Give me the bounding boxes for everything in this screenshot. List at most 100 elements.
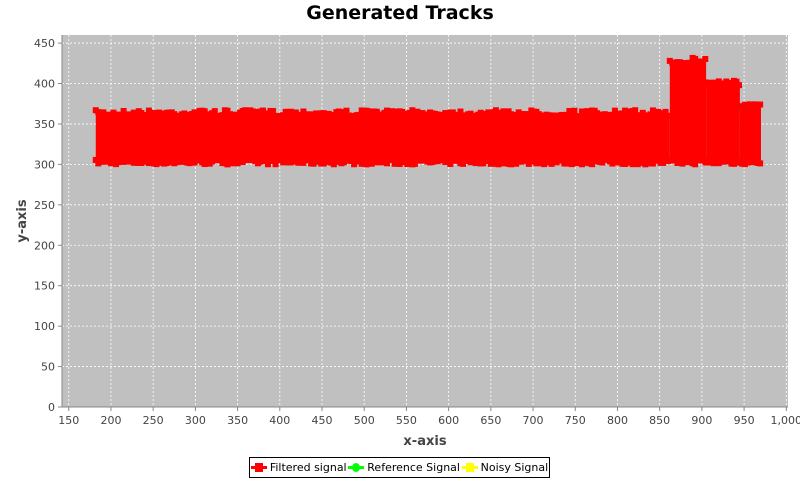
y-tick-label: 450	[34, 37, 55, 50]
series-0-band	[669, 60, 707, 162]
series-0-point	[411, 160, 418, 167]
series-0-point	[736, 82, 743, 89]
series-0-point	[702, 55, 709, 62]
series-0-point	[297, 111, 304, 118]
legend-item-filtered: Filtered signal	[250, 461, 347, 474]
series-0-point	[566, 108, 573, 115]
data-points	[92, 54, 764, 168]
series-0-point	[219, 112, 226, 119]
series-0-point	[282, 108, 289, 115]
series-0-point	[757, 101, 764, 108]
series-0-point	[568, 113, 575, 120]
x-tick-label: 700	[523, 414, 544, 427]
series-0-point	[305, 157, 312, 164]
series-0-point	[191, 109, 198, 116]
y-tick-label: 150	[34, 280, 55, 293]
series-0-point	[662, 108, 669, 115]
series-0-point	[497, 157, 504, 164]
y-tick-label: 350	[34, 118, 55, 131]
series-0-point	[558, 156, 565, 163]
yellow-diamond-marker-icon	[461, 463, 478, 472]
series-0-point	[118, 113, 125, 120]
series-0-point	[699, 60, 706, 67]
series-0-point	[340, 111, 347, 118]
series-0-point	[262, 157, 269, 164]
series-0-point	[733, 78, 740, 85]
series-0-point	[384, 107, 391, 114]
series-0-point	[120, 108, 127, 115]
x-tick-label: 400	[269, 414, 290, 427]
series-0-point	[300, 159, 307, 166]
red-square-marker-icon	[250, 463, 267, 472]
series-0-point	[459, 160, 466, 167]
series-0-point	[525, 111, 532, 118]
series-0-band	[95, 113, 670, 162]
x-tick-label: 1,000	[771, 414, 800, 427]
y-tick-label: 50	[41, 361, 55, 374]
y-tick-label: 200	[34, 239, 55, 252]
plot-area	[62, 35, 788, 407]
series-0-point	[687, 59, 694, 66]
series-0-point	[194, 112, 201, 119]
series-0-point	[133, 112, 140, 119]
series-0-point	[447, 161, 454, 168]
series-0-point	[419, 110, 426, 117]
series-0-point	[454, 113, 461, 120]
x-tick-label: 900	[691, 414, 712, 427]
series-0-point	[384, 160, 391, 167]
series-0-point	[404, 113, 411, 120]
y-tick-label: 400	[34, 78, 55, 91]
x-tick-label: 200	[100, 414, 121, 427]
series-0-point	[270, 158, 277, 165]
series-0-point	[757, 160, 764, 167]
series-0-point	[363, 107, 370, 114]
legend-label: Reference Signal	[367, 461, 460, 474]
x-tick-label: 550	[396, 414, 417, 427]
series-0-point	[151, 109, 158, 116]
series-0-point	[720, 82, 727, 89]
series-0-point	[211, 108, 218, 115]
series-0-point	[272, 161, 279, 168]
series-0-point	[515, 109, 522, 116]
series-0-point	[234, 160, 241, 167]
x-tick-label: 500	[354, 414, 375, 427]
y-tick-label: 0	[48, 401, 55, 414]
series-0-point	[244, 111, 251, 118]
series-0-point	[671, 156, 678, 163]
series-0-band	[706, 82, 740, 162]
x-tick-label: 600	[438, 414, 459, 427]
series-0-point	[632, 107, 639, 114]
legend-label: Filtered signal	[269, 461, 347, 474]
series-0-point	[571, 107, 578, 114]
series-0-point	[92, 156, 99, 163]
series-0-point	[611, 107, 618, 114]
legend-label: Noisy Signal	[480, 461, 549, 474]
series-0-point	[356, 111, 363, 118]
series-0-point	[259, 107, 266, 114]
series-0-point	[500, 108, 507, 115]
series-0-point	[285, 112, 292, 119]
series-0-point	[242, 107, 249, 114]
series-0-band	[739, 106, 761, 162]
series-0-point	[442, 110, 449, 117]
series-0-point	[654, 108, 661, 115]
series-0-point	[373, 108, 380, 115]
series-0-point	[366, 156, 373, 163]
series-0-point	[629, 161, 636, 168]
series-0-point	[363, 161, 370, 168]
x-tick-label: 250	[143, 414, 164, 427]
series-0-point	[264, 161, 271, 168]
series-0-point	[300, 108, 307, 115]
y-tick-label: 100	[34, 320, 55, 333]
series-0-point	[145, 107, 152, 114]
series-0-point	[692, 161, 699, 168]
series-0-point	[652, 112, 659, 119]
series-0-point	[523, 157, 530, 164]
x-tick-label: 300	[185, 414, 206, 427]
series-0-point	[315, 156, 322, 163]
series-0-point	[216, 156, 223, 163]
series-0-point	[563, 111, 570, 118]
legend-item-noisy: Noisy Signal	[461, 461, 549, 474]
series-0-point	[497, 111, 504, 118]
